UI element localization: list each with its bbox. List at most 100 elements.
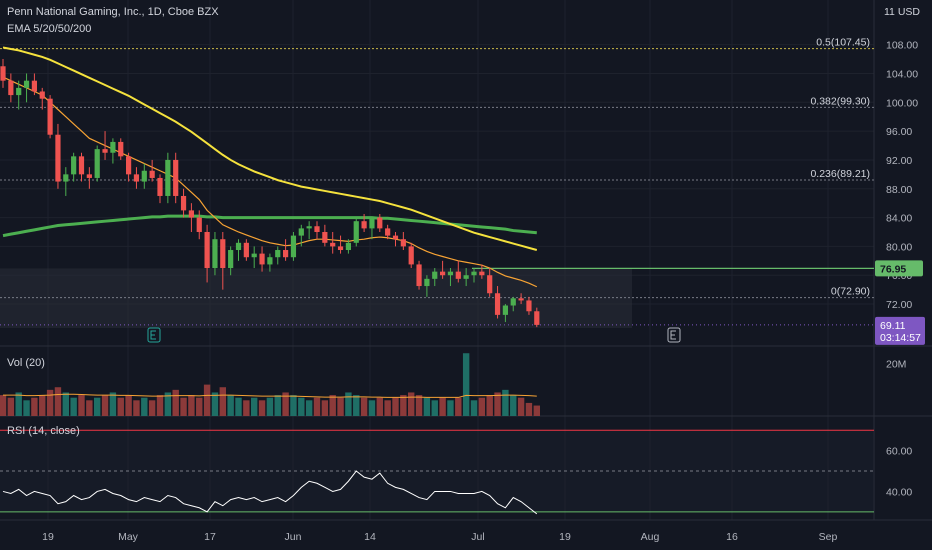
volume-bar bbox=[455, 397, 462, 416]
last-price-countdown: 03:14:57 bbox=[880, 332, 921, 344]
ema20-line bbox=[2, 76, 538, 288]
volume-bar bbox=[321, 400, 329, 416]
date-tick: Aug bbox=[641, 531, 660, 543]
candle-body bbox=[275, 250, 281, 258]
date-axis[interactable]: 19 May 17 Jun 14 Jul 19 Aug 16 Sep bbox=[0, 519, 932, 543]
candle-body bbox=[502, 305, 508, 315]
volume-bar bbox=[368, 400, 376, 416]
volume-bar bbox=[156, 395, 164, 416]
candle-body bbox=[235, 242, 242, 251]
price-axis[interactable]: 108.00 104.00 100.00 96.00 92.00 88.00 84.00 80… bbox=[875, 40, 925, 345]
volume-bar bbox=[141, 397, 148, 416]
candle-body bbox=[377, 217, 383, 229]
candle-body bbox=[251, 253, 257, 258]
candle-body bbox=[463, 275, 469, 279]
volume-bar bbox=[502, 389, 509, 416]
candle-body bbox=[173, 159, 179, 196]
volume-bar bbox=[517, 397, 525, 416]
volume-bar bbox=[400, 395, 407, 416]
candle-body bbox=[133, 174, 140, 182]
rsi-band-fill bbox=[0, 430, 874, 512]
candle-body bbox=[141, 170, 147, 182]
candle-body bbox=[314, 226, 320, 232]
price-axis-tick: 88.00 bbox=[886, 184, 912, 196]
candles[interactable] bbox=[0, 59, 540, 328]
volume-bar bbox=[439, 397, 446, 416]
consolidation-zone bbox=[0, 268, 632, 328]
candle-body bbox=[47, 98, 53, 135]
volume-bar bbox=[478, 397, 486, 416]
candle-body bbox=[369, 217, 375, 229]
candle-body bbox=[196, 217, 202, 232]
earnings-marker-glyph bbox=[670, 330, 676, 340]
volume-bar bbox=[243, 400, 250, 416]
volume-bar bbox=[70, 397, 77, 416]
volume-bar bbox=[188, 395, 195, 416]
volume-bar bbox=[345, 392, 352, 416]
candle-body bbox=[392, 235, 399, 240]
candle-body bbox=[228, 250, 234, 269]
candle-body bbox=[353, 221, 359, 243]
symbol-title[interactable]: Penn National Gaming, Inc., 1D, Cboe BZX bbox=[7, 6, 219, 18]
candle-body bbox=[455, 271, 461, 279]
candle-body bbox=[0, 66, 6, 81]
volume-bar bbox=[39, 395, 46, 416]
candle-body bbox=[16, 87, 22, 96]
candle-body bbox=[267, 257, 273, 265]
volume-bar bbox=[251, 397, 258, 416]
candle-body bbox=[31, 80, 37, 92]
volume-bar bbox=[31, 397, 38, 416]
volume-bar bbox=[227, 395, 234, 416]
price-axis-tick: 84.00 bbox=[886, 213, 912, 225]
volume-bar bbox=[353, 395, 360, 416]
candle-body bbox=[110, 141, 116, 153]
volume-bar bbox=[525, 402, 533, 416]
volume-bar bbox=[164, 392, 172, 416]
volume-bar bbox=[7, 397, 15, 416]
candle-body bbox=[220, 239, 226, 269]
candle-body bbox=[361, 221, 367, 229]
volume-bar bbox=[392, 397, 399, 416]
volume-bar bbox=[125, 395, 132, 416]
candle-body bbox=[322, 232, 328, 243]
ema-indicator-label[interactable]: EMA 5/20/50/200 bbox=[7, 23, 92, 35]
volume-bar bbox=[15, 392, 22, 416]
volume-bar bbox=[172, 389, 179, 416]
date-tick: May bbox=[118, 531, 139, 543]
candle-body bbox=[94, 149, 100, 178]
volume-label[interactable]: Vol (20) bbox=[7, 357, 45, 369]
currency-label[interactable]: 11 USD bbox=[884, 6, 920, 18]
candle-body bbox=[518, 298, 524, 301]
fib-label: 0.5(107.45) bbox=[816, 37, 870, 49]
rsi-label[interactable]: RSI (14, close) bbox=[7, 425, 80, 437]
volume-bar bbox=[360, 397, 368, 416]
date-tick: 14 bbox=[364, 531, 376, 543]
volume-axis-tick: 20M bbox=[886, 359, 906, 371]
candle-body bbox=[432, 271, 438, 279]
candle-body bbox=[102, 149, 108, 153]
price-axis-tick: 92.00 bbox=[886, 155, 912, 167]
volume-bar bbox=[101, 395, 109, 416]
fib-label: 0.382(99.30) bbox=[810, 95, 870, 107]
highlight-zone bbox=[0, 268, 632, 328]
price-axis-tick: 80.00 bbox=[886, 241, 912, 253]
candle-body bbox=[440, 271, 446, 276]
event-markers[interactable] bbox=[147, 327, 681, 343]
volume-bar bbox=[486, 395, 493, 416]
volume-bar bbox=[313, 397, 321, 416]
candle-body bbox=[424, 278, 430, 287]
date-tick: Sep bbox=[819, 531, 838, 543]
candle-body bbox=[188, 210, 194, 218]
candle-body bbox=[243, 242, 249, 258]
volume-bar bbox=[0, 395, 7, 416]
candle-body bbox=[416, 264, 422, 287]
candle-body bbox=[55, 134, 61, 182]
candle-body bbox=[471, 271, 477, 276]
candle-body bbox=[337, 246, 344, 251]
candle-body bbox=[290, 235, 297, 258]
candle-body bbox=[165, 159, 171, 196]
candle-body bbox=[510, 298, 516, 306]
candle-body bbox=[63, 174, 69, 182]
volume-bar bbox=[78, 395, 85, 416]
candle-body bbox=[204, 232, 210, 269]
